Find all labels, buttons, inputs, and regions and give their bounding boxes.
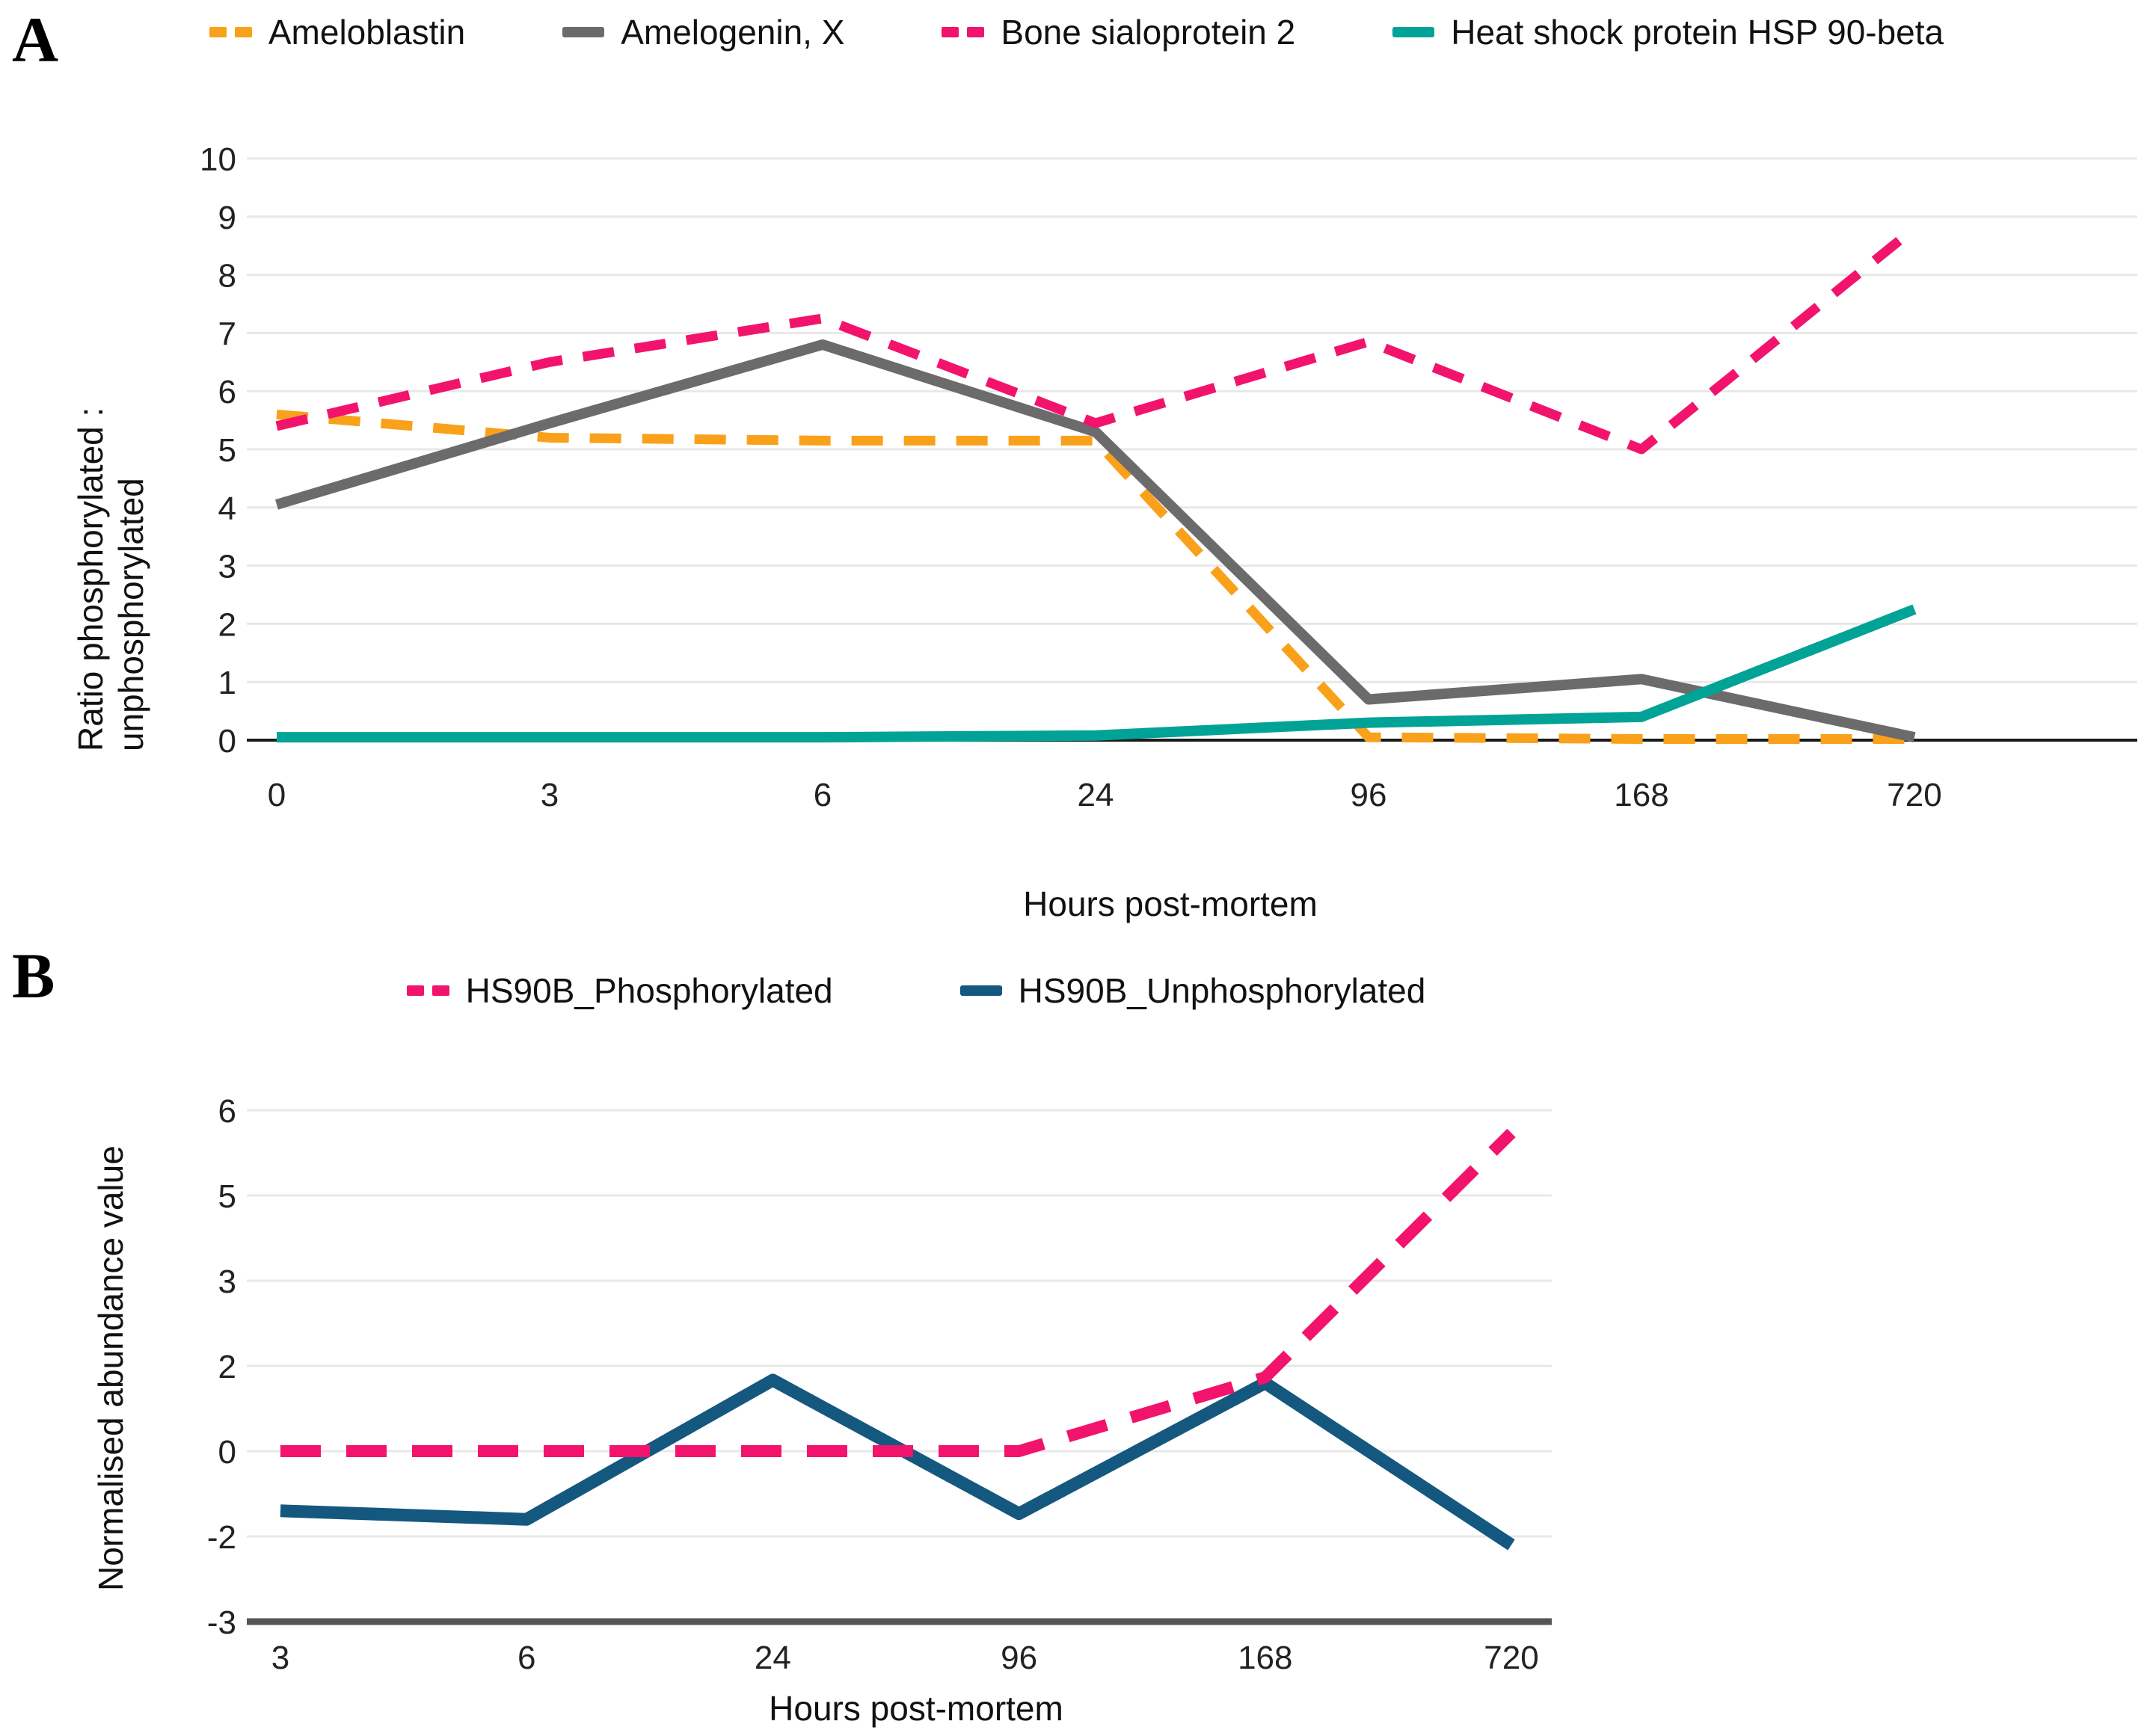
legend-dashed-line-icon bbox=[942, 27, 985, 37]
legend-label: Heat shock protein HSP 90-beta bbox=[1451, 13, 1944, 52]
x-tick-label: 6 bbox=[814, 777, 832, 813]
legend-label: HS90B_Unphosphorylated bbox=[1018, 971, 1426, 1010]
legend-chart-a: Ameloblastin Amelogenin, X Bone sialoprote… bbox=[0, 12, 2153, 52]
y-tick-label: 4 bbox=[218, 490, 236, 527]
x-tick-label: 3 bbox=[271, 1640, 289, 1676]
legend-chart-b: HS90B_Phosphorylated HS90B_Unphosphorylat… bbox=[0, 970, 1832, 1011]
series-line-Heat shock protein HSP 90-beta bbox=[277, 604, 1917, 743]
x-tick-label: 168 bbox=[1614, 777, 1668, 813]
legend-solid-line-icon bbox=[959, 985, 1002, 996]
legend-item: HS90B_Unphosphorylated bbox=[959, 970, 1426, 1011]
y-tick-label: 5 bbox=[218, 432, 236, 469]
y-tick-label: 0 bbox=[218, 723, 236, 760]
legend-label: Amelogenin, X bbox=[621, 13, 845, 52]
panel-letter-a: A bbox=[12, 4, 59, 76]
y-tick-label: 2 bbox=[218, 606, 236, 643]
y-tick-label: 0 bbox=[218, 1434, 236, 1471]
x-tick-label: 24 bbox=[1078, 777, 1114, 813]
legend-item: HS90B_Phosphorylated bbox=[406, 970, 833, 1011]
legend-solid-line-icon bbox=[1392, 27, 1435, 37]
legend-item: Amelogenin, X bbox=[562, 12, 844, 52]
y-tick-label: 9 bbox=[218, 200, 236, 236]
legend-label: Ameloblastin bbox=[268, 13, 466, 52]
y-tick-label: 3 bbox=[218, 1263, 236, 1300]
x-axis-title-b: Hours post-mortem bbox=[769, 1689, 1063, 1728]
x-tick-label: 6 bbox=[517, 1640, 535, 1676]
legend-item: Ameloblastin bbox=[209, 12, 465, 52]
series-line-HS90B_Phosphorylated bbox=[280, 1128, 1516, 1457]
x-tick-label: 720 bbox=[1887, 777, 1941, 813]
y-tick-label: -2 bbox=[207, 1519, 236, 1556]
legend-dashed-line-icon bbox=[209, 27, 252, 37]
series-line-HS90B_Unphosphorylated bbox=[280, 1373, 1515, 1551]
y-tick-label: 6 bbox=[218, 374, 236, 410]
x-tick-label: 0 bbox=[268, 777, 286, 813]
y-tick-label: -3 bbox=[207, 1604, 236, 1641]
series-line-Ameloblastin bbox=[276, 409, 1914, 744]
x-axis-title-a: Hours post-mortem bbox=[1023, 884, 1318, 923]
y-tick-label: 5 bbox=[218, 1178, 236, 1215]
legend-label: HS90B_Phosphorylated bbox=[465, 971, 833, 1010]
y-tick-label: 10 bbox=[200, 141, 236, 178]
legend-item: Bone sialoprotein 2 bbox=[942, 12, 1295, 52]
y-tick-label: 8 bbox=[218, 258, 236, 295]
x-tick-label: 168 bbox=[1238, 1640, 1292, 1676]
y-tick-label: 6 bbox=[218, 1093, 236, 1130]
series-line-Amelogenin, X bbox=[274, 339, 1916, 742]
y-tick-label: 2 bbox=[218, 1349, 236, 1385]
legend-label: Bone sialoprotein 2 bbox=[1001, 13, 1296, 52]
x-tick-label: 96 bbox=[1001, 1640, 1037, 1676]
panel-letter-b: B bbox=[12, 940, 55, 1012]
legend-item: Heat shock protein HSP 90-beta bbox=[1392, 12, 1944, 52]
x-tick-label: 24 bbox=[755, 1640, 791, 1676]
series-line-Bone sialoprotein 2 bbox=[275, 224, 1918, 455]
y-tick-label: 3 bbox=[218, 549, 236, 585]
chart-a: 0 1 2 3 4 5 6 7 8 9 10 0 3 6 24 96 168 720 bbox=[200, 141, 2137, 813]
x-tick-label: 96 bbox=[1351, 777, 1387, 813]
y-tick-label: 1 bbox=[218, 665, 236, 701]
legend-solid-line-icon bbox=[562, 27, 605, 37]
x-tick-label: 720 bbox=[1484, 1640, 1538, 1676]
y-tick-label: 7 bbox=[218, 316, 236, 352]
chart-b: 6 5 3 2 0 -2 -3 3 6 24 96 168 720 bbox=[207, 1093, 1552, 1676]
x-tick-label: 3 bbox=[541, 777, 559, 813]
legend-dashed-line-icon bbox=[406, 985, 449, 996]
